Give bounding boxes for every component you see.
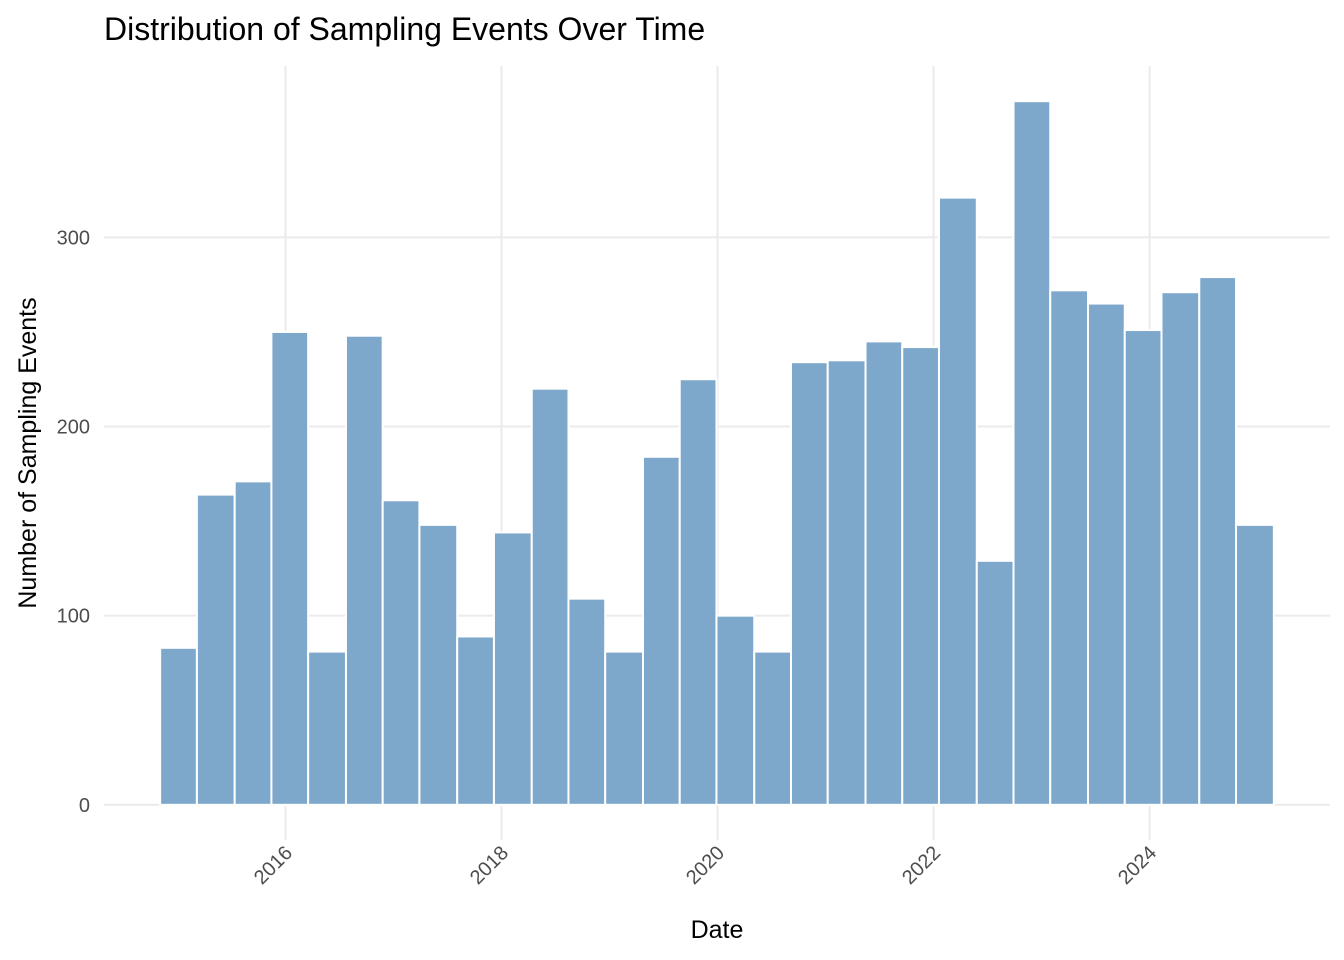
bar [195, 493, 236, 806]
bar [492, 531, 533, 806]
bar [270, 330, 310, 806]
y-axis-title: Number of Sampling Events [14, 297, 42, 608]
bar [530, 387, 570, 806]
bar [381, 499, 421, 806]
x-tick-label: 2016 [250, 842, 297, 889]
bar [642, 455, 681, 806]
y-tick-label: 0 [79, 795, 90, 817]
bar [418, 523, 459, 806]
bar [567, 597, 607, 806]
bar [1235, 523, 1275, 806]
bar [789, 361, 829, 806]
bar [901, 346, 940, 806]
bar [307, 650, 347, 806]
bar [937, 196, 978, 806]
x-axis-title: Date [691, 916, 744, 944]
bar [975, 559, 1015, 806]
chart-title: Distribution of Sampling Events Over Tim… [104, 11, 705, 47]
x-tick-label: 2018 [466, 842, 513, 889]
y-tick-label: 100 [57, 606, 90, 628]
bar [1087, 302, 1126, 806]
bar [456, 635, 495, 806]
bar [1012, 100, 1052, 806]
bar [344, 334, 384, 806]
x-tick-label: 2022 [898, 842, 945, 889]
y-tick-label: 300 [57, 227, 90, 249]
y-tick-label: 200 [57, 417, 90, 439]
bar [233, 480, 273, 806]
bar [1198, 276, 1238, 806]
x-tick-label: 2024 [1114, 842, 1161, 889]
bar [1049, 289, 1090, 806]
bar [864, 340, 904, 806]
bar [1123, 329, 1163, 806]
bar [678, 378, 718, 806]
bar [604, 650, 645, 806]
bar [753, 650, 792, 806]
bar [826, 359, 867, 806]
x-tick-label: 2020 [682, 842, 729, 889]
bar [715, 614, 756, 806]
bar [1160, 291, 1201, 806]
bar [159, 646, 198, 806]
